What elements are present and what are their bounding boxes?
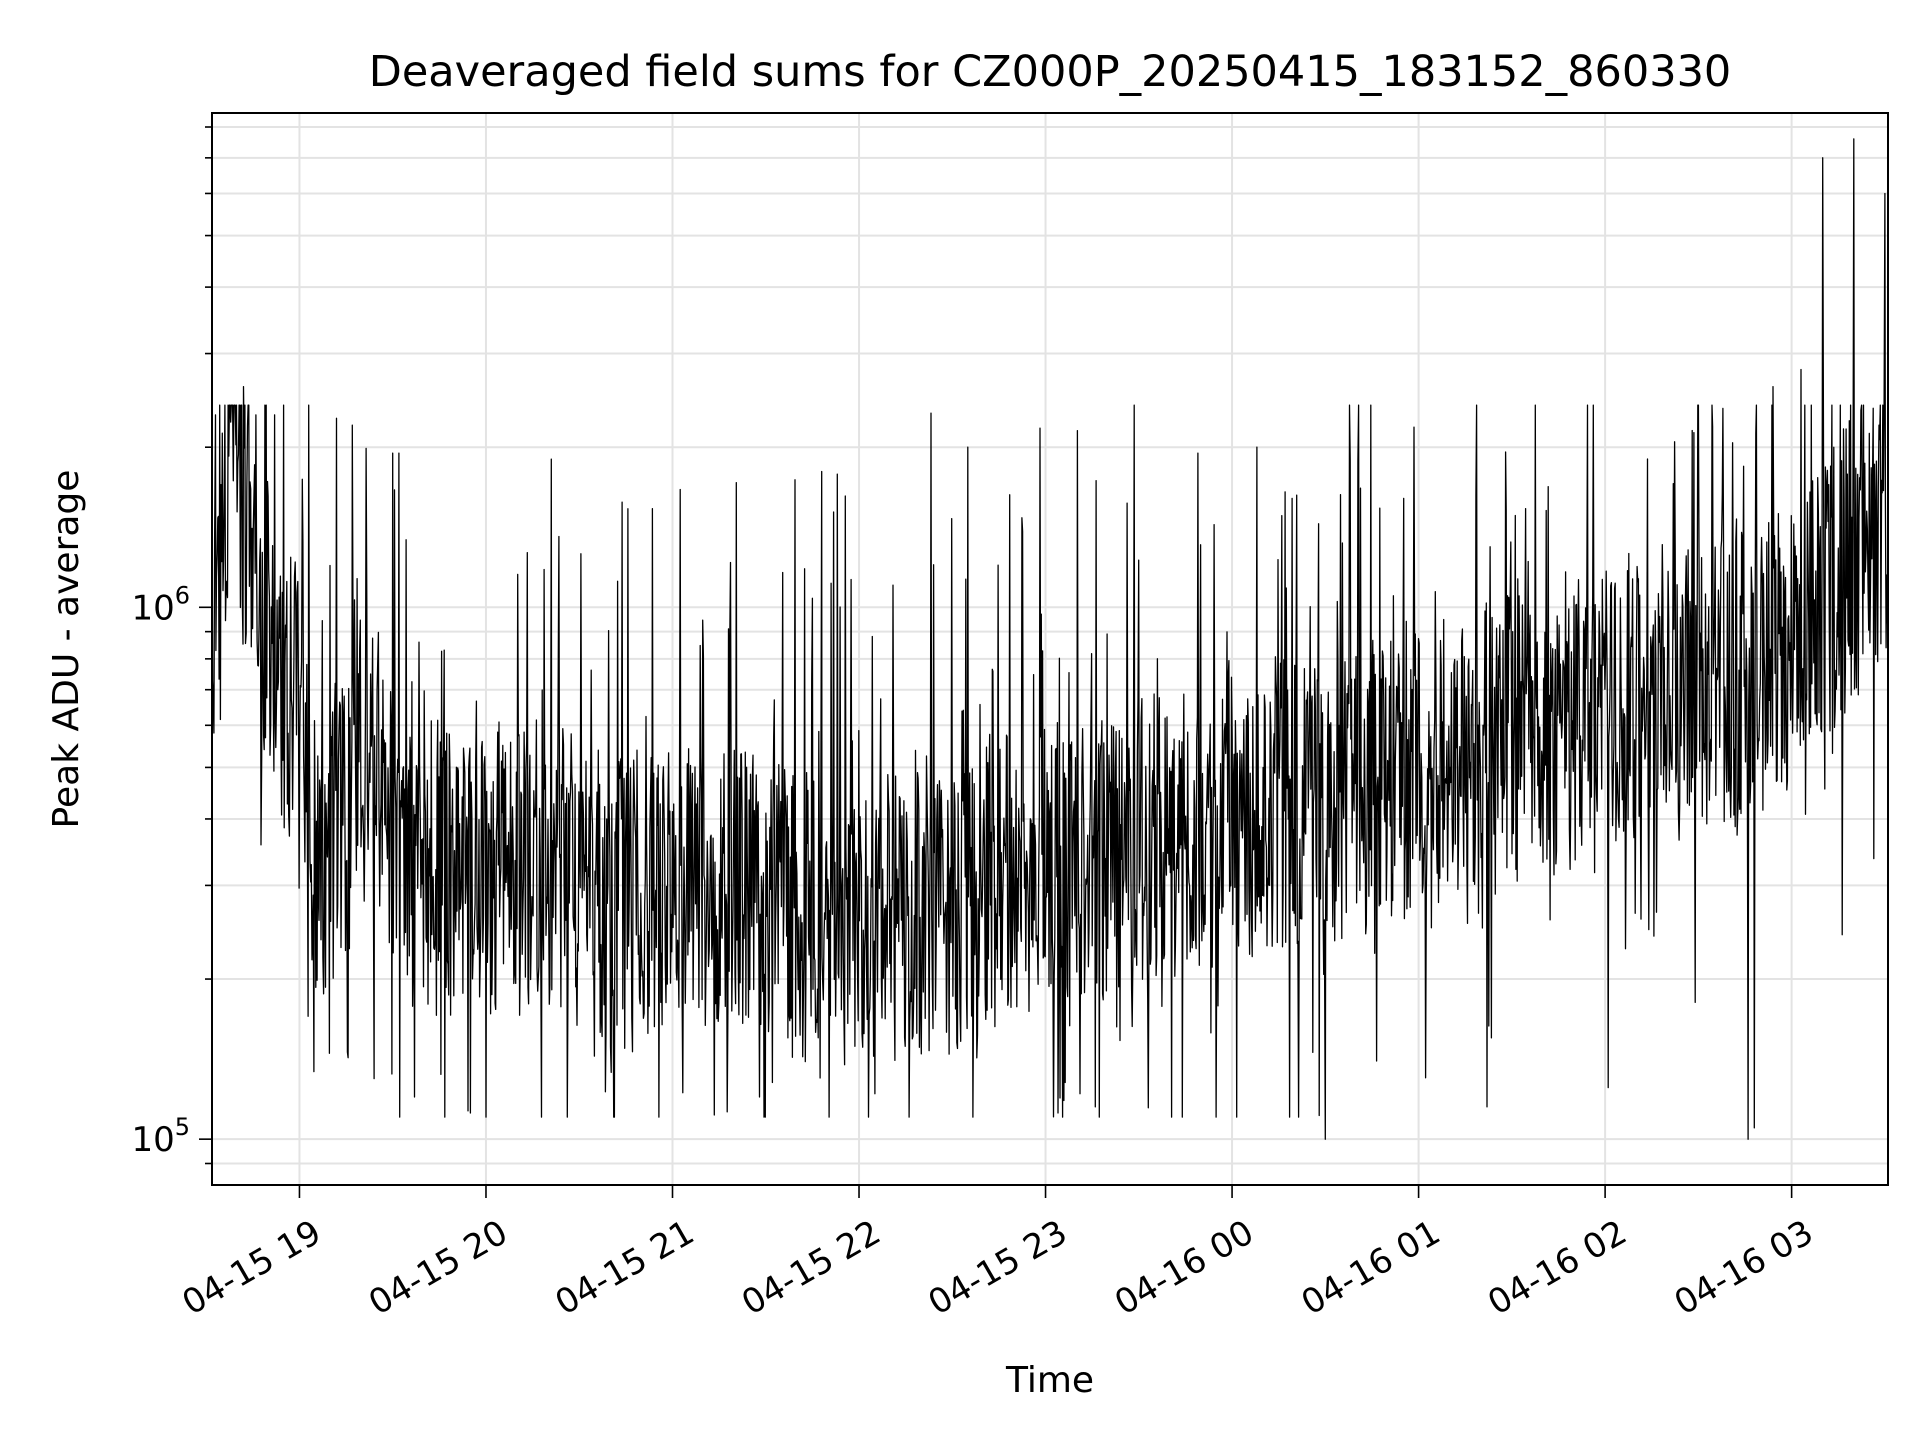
- series-line: [211, 138, 1889, 1140]
- series-layer: [211, 138, 1889, 1140]
- plot-frame: [211, 112, 1889, 1186]
- y-axis-label: Peak ADU - average: [46, 470, 87, 829]
- y-tick-label: 106: [131, 581, 190, 628]
- chart-title: Deaveraged field sums for CZ000P_2025041…: [369, 47, 1732, 97]
- x-axis-label: Time: [1005, 1360, 1094, 1401]
- y-tick-label: 105: [131, 1113, 190, 1160]
